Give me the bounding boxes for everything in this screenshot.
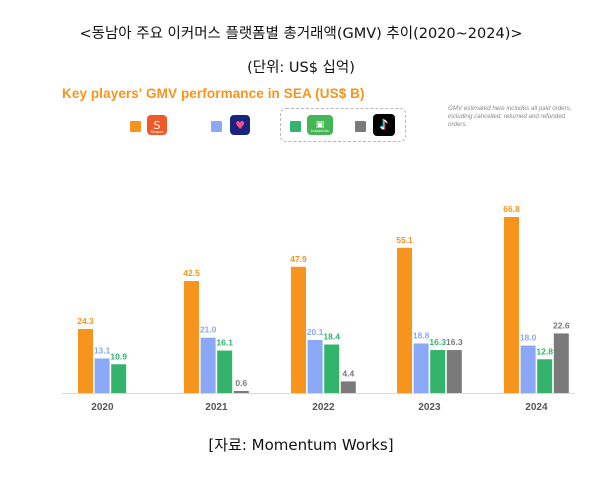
chart-title: Key players' GMV performance in SEA (US$…	[62, 86, 365, 101]
lazada-heart-glyph: ♥	[235, 118, 245, 132]
bar-shopee-2024	[504, 217, 519, 393]
data-label-tiktok-2022: 4.4	[342, 368, 354, 378]
source-caption: [자료: Momentum Works]	[208, 436, 394, 454]
bar-lazada-2023	[413, 343, 429, 393]
data-label-lazada-2024: 18.0	[520, 333, 537, 343]
data-label-tokopedia-2024: 12.8	[536, 346, 553, 356]
bar-lazada-2020	[94, 358, 110, 393]
unit-subtitle: (단위: US$ 십억)	[247, 60, 355, 76]
bar-shopee-2023	[397, 247, 412, 393]
data-label-tokopedia-2022: 18.4	[323, 332, 340, 342]
data-label-tiktok-2024: 22.6	[553, 320, 570, 330]
data-label-lazada-2020: 13.1	[94, 345, 111, 355]
data-label-shopee-2023: 55.1	[396, 235, 413, 245]
tokopedia-logo-label: tokopedia	[311, 129, 329, 133]
bar-shopee-2022	[291, 266, 306, 393]
data-label-lazada-2022: 20.1	[307, 327, 324, 337]
x-tick-label-2020: 2020	[91, 402, 114, 413]
bar-tokopedia-2024	[537, 359, 553, 393]
legend-swatch-tiktok	[355, 121, 366, 132]
data-label-lazada-2023: 18.8	[413, 330, 430, 340]
bar-tiktok-2022	[340, 381, 356, 393]
chart-note: GMV estimated here includes all paid ord…	[448, 105, 572, 128]
page-title: <동남아 주요 이커머스 플랫폼별 총거래액(GMV) 추이(2020~2024…	[79, 26, 523, 42]
bar-tokopedia-2022	[324, 344, 340, 393]
bar-lazada-2021	[200, 337, 216, 393]
bar-tokopedia-2020	[111, 364, 127, 393]
tokopedia-bag-glyph: ▣	[315, 120, 325, 130]
bar-shopee-2020	[78, 328, 93, 393]
tiktok-note-glyph: ♪	[379, 117, 389, 133]
bar-lazada-2024	[520, 345, 536, 393]
data-label-lazada-2021: 21.0	[200, 325, 217, 335]
shopee-logo-label: Shopee	[150, 130, 164, 134]
data-label-tokopedia-2023: 16.3	[429, 337, 446, 347]
x-tick-label-2021: 2021	[205, 402, 228, 413]
legend-swatch-tokopedia	[290, 121, 301, 132]
bar-shopee-2021	[184, 281, 199, 393]
data-label-tiktok-2021: 0.6	[235, 378, 247, 388]
bar-tokopedia-2021	[217, 350, 233, 393]
bar-tiktok-2024	[553, 333, 569, 393]
data-label-shopee-2020: 24.3	[77, 316, 94, 326]
data-label-shopee-2021: 42.5	[183, 268, 200, 278]
data-label-tiktok-2023: 16.3	[446, 337, 463, 347]
tokopedia-logo-icon: ▣ tokopedia	[307, 115, 333, 135]
data-label-shopee-2022: 47.9	[290, 254, 307, 264]
bar-lazada-2022	[307, 340, 323, 393]
x-tick-label-2022: 2022	[312, 402, 335, 413]
data-label-shopee-2024: 66.8	[503, 204, 520, 214]
x-tick-label-2023: 2023	[418, 402, 441, 413]
data-label-tokopedia-2020: 10.9	[110, 351, 127, 361]
bar-tiktok-2021	[233, 391, 249, 393]
bar-tiktok-2023	[446, 350, 462, 393]
shopee-logo-icon: S Shopee	[147, 115, 167, 135]
shopee-bag-glyph: S	[153, 118, 161, 132]
legend-swatch-lazada	[211, 121, 222, 132]
x-tick-label-2024: 2024	[525, 402, 548, 413]
legend-swatch-shopee	[130, 121, 141, 132]
bar-tokopedia-2023	[430, 350, 446, 393]
lazada-logo-icon: ♥	[230, 115, 250, 135]
data-label-tokopedia-2021: 16.1	[216, 338, 233, 348]
legend: S Shopee ♥ ▣ tokopedia ♪	[0, 113, 602, 143]
tiktok-logo-icon: ♪	[373, 114, 395, 136]
legend-dashed-box	[280, 108, 406, 142]
